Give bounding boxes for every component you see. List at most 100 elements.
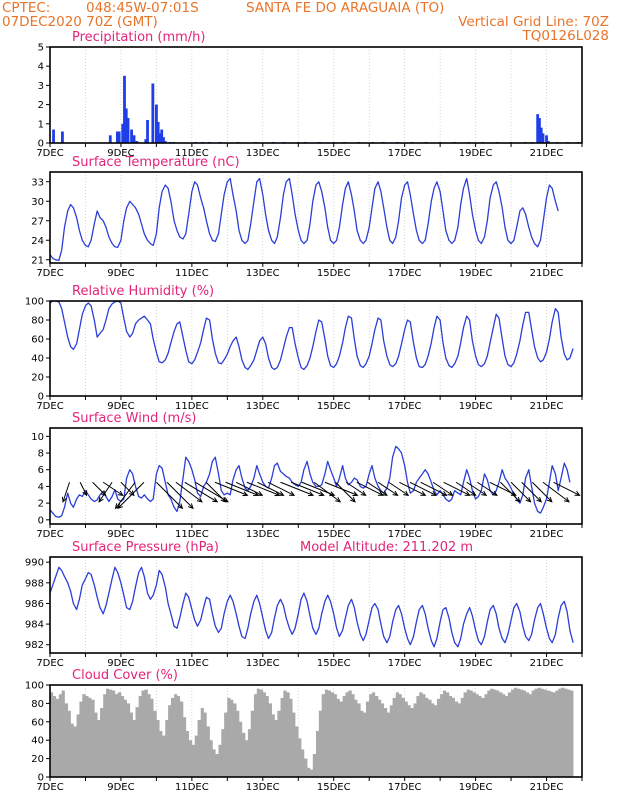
precip-bar xyxy=(108,135,112,143)
wind-arrow-shaft xyxy=(432,481,453,496)
wind-arrow-head xyxy=(464,490,471,496)
cloud-bar xyxy=(522,690,526,777)
xtick-label: 15DEC xyxy=(317,658,351,669)
cloud-bar xyxy=(165,719,169,777)
rh-marks xyxy=(50,301,574,371)
cloud-bar xyxy=(97,719,101,777)
xtick-label: 21DEC xyxy=(530,782,564,793)
wind-arrow-shaft xyxy=(166,481,194,509)
precip-frame xyxy=(49,46,583,144)
precip-bar xyxy=(155,104,158,143)
xtick-label: 7DEC xyxy=(36,782,63,793)
ytick-label: 20 xyxy=(31,754,44,765)
precip-bar xyxy=(61,131,64,143)
xtick-label: 17DEC xyxy=(388,148,422,159)
ytick-label: 2 xyxy=(38,499,44,510)
cloud-bar xyxy=(301,749,305,777)
cloud-bar xyxy=(564,688,568,777)
wind-arrow xyxy=(477,481,498,496)
cloud-bar xyxy=(224,712,228,777)
cloud-bar xyxy=(277,710,281,777)
cloud-bar xyxy=(227,697,231,777)
xtick-label: 21DEC xyxy=(530,529,564,540)
cloud-bar xyxy=(460,697,464,777)
precip-bar xyxy=(52,129,55,143)
cloud-bar xyxy=(76,714,80,777)
cloud-bar xyxy=(333,694,337,777)
cloud-bar xyxy=(360,710,364,777)
cloud-bar xyxy=(61,690,65,777)
wind-arrow-shaft xyxy=(102,481,123,496)
wind-arrow xyxy=(117,481,145,510)
cloud-bar xyxy=(295,726,299,777)
xtick-label: 11DEC xyxy=(175,268,209,279)
cloud-bar xyxy=(395,692,399,777)
ytick-label: 990 xyxy=(25,558,44,569)
cloud-bar xyxy=(434,705,438,777)
ytick-label: 0 xyxy=(38,392,44,403)
wind-arrow-head xyxy=(420,490,427,496)
wind-arrow-head xyxy=(98,496,104,503)
cloud-bar xyxy=(324,689,329,777)
cloud-bar xyxy=(176,696,181,777)
wind-arrow-head xyxy=(470,490,477,496)
xtick-label: 7DEC xyxy=(36,148,63,159)
rh-frame xyxy=(49,300,583,397)
precip-bar xyxy=(130,129,133,143)
precip-bar xyxy=(162,137,165,143)
cloud-title: Cloud Cover (%) xyxy=(72,668,178,683)
cloud-bar xyxy=(363,712,367,777)
temp-frame xyxy=(49,171,583,264)
wind-arrow xyxy=(409,481,438,496)
precip-bar xyxy=(545,135,548,143)
cloud-bar xyxy=(298,738,302,777)
wind-arrow-shaft xyxy=(500,481,521,503)
cloud-bar xyxy=(144,689,148,777)
cloud-bar xyxy=(416,696,420,777)
ytick-label: 10 xyxy=(31,432,44,443)
wind-arrow xyxy=(521,481,543,503)
cloud-bar xyxy=(454,701,459,777)
cloud-bar xyxy=(236,710,240,777)
header-coords: 048:45W-07:01S xyxy=(86,0,199,16)
cloud-bar xyxy=(490,688,494,777)
cloud-bar xyxy=(280,697,284,777)
wind-arrow-head xyxy=(403,490,410,496)
precip-bar xyxy=(160,129,164,143)
cloud-bar xyxy=(345,692,349,777)
wind-arrow-shaft xyxy=(367,481,388,496)
wind-arrow-shaft xyxy=(117,481,145,509)
ytick-label: 982 xyxy=(25,640,44,651)
wind-arrow-shaft xyxy=(205,481,226,503)
wind-arrow-shaft xyxy=(120,481,135,496)
wind-arrow xyxy=(267,481,296,496)
wind-arrow xyxy=(246,481,281,497)
cloud-bar xyxy=(271,714,275,777)
cloud-bar xyxy=(247,729,252,777)
precip-bar xyxy=(151,83,155,143)
cloud-bar xyxy=(487,690,491,777)
cloud-bar xyxy=(442,690,447,777)
wind-arrow-head xyxy=(117,490,124,496)
cloud-bar xyxy=(475,694,479,777)
cloud-bar xyxy=(194,735,198,777)
cloud-bar xyxy=(321,694,326,777)
cloud-bar xyxy=(410,708,414,777)
cloud-bar xyxy=(70,723,74,777)
xtick-label: 9DEC xyxy=(107,529,134,540)
cloud-bar xyxy=(507,692,512,777)
cloud-bar xyxy=(52,696,56,777)
wind-arrow-head xyxy=(546,496,553,503)
cloud-bar xyxy=(546,690,550,777)
header-init-time: 07DEC2020 70Z (GMT) xyxy=(2,14,158,30)
wind-title: Surface Wind (m/s) xyxy=(72,411,196,426)
xtick-label: 9DEC xyxy=(107,401,134,412)
wind-arrow-head xyxy=(212,497,219,503)
cloud-bar xyxy=(419,692,423,777)
header-grid-line: Vertical Grid Line: 70Z xyxy=(458,14,609,30)
wind-arrow xyxy=(510,481,532,503)
wind-panel: 0 2 4 6 8 10 7DEC 9DEC 11DEC 13DEC 15DEC 17DEC 19DEC… xyxy=(31,411,583,540)
ytick-label: 986 xyxy=(25,599,44,610)
cloud-bar xyxy=(147,694,151,777)
